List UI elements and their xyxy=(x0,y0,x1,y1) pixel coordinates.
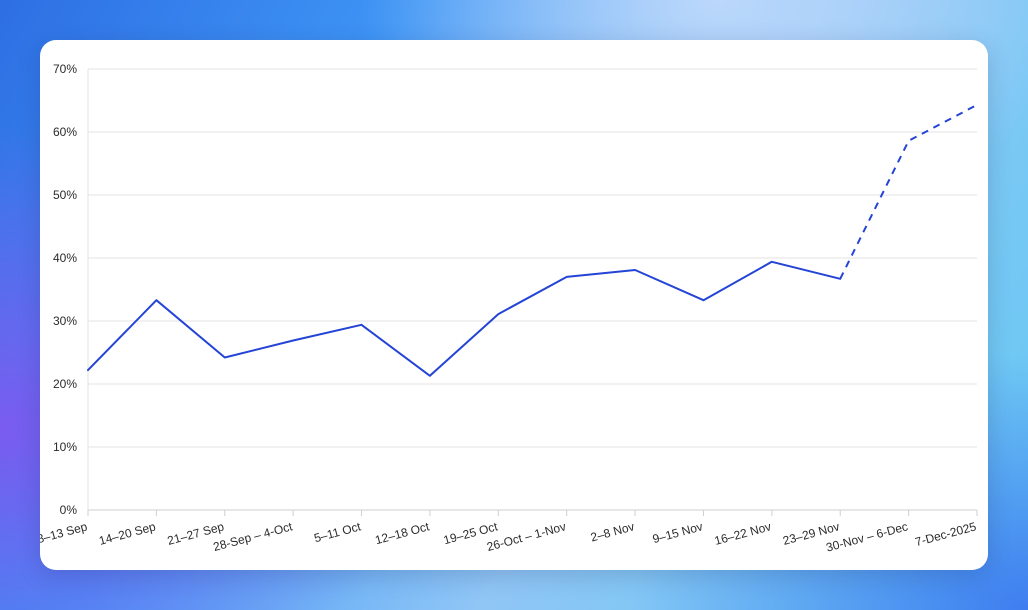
x-tick-label: 12–18 Oct xyxy=(374,519,432,547)
y-tick-label: 10% xyxy=(53,440,77,454)
data-point[interactable] xyxy=(837,276,843,282)
gridlines xyxy=(88,68,977,511)
line-chart: 0% 10% 20% 30% 40% 50% 60% 70% 8–13 Sep 14–20 Se… xyxy=(40,62,980,555)
data-point[interactable] xyxy=(906,138,912,144)
y-tick-label: 60% xyxy=(53,125,77,139)
x-tick-label: 16–22 Nov xyxy=(713,519,773,548)
y-tick-label: 40% xyxy=(53,251,77,265)
x-tick-label: 8–13 Sep xyxy=(40,519,89,546)
y-tick-label: 70% xyxy=(53,62,77,76)
y-tick-label: 0% xyxy=(60,503,78,517)
chart-card: 0% 10% 20% 30% 40% 50% 60% 70% 8–13 Sep 14–20 Se… xyxy=(40,40,988,570)
x-tick-label: 7-Dec-2025 xyxy=(914,519,979,549)
x-tick-label: 26-Oct – 1-Nov xyxy=(485,519,567,554)
data-point[interactable] xyxy=(222,355,228,361)
data-point[interactable] xyxy=(359,322,365,328)
y-tick-label: 20% xyxy=(53,377,77,391)
data-point[interactable] xyxy=(290,338,296,344)
x-tick-label: 28-Sep – 4-Oct xyxy=(212,519,295,554)
data-point[interactable] xyxy=(974,102,980,108)
data-point[interactable] xyxy=(700,297,706,303)
data-point[interactable] xyxy=(769,259,775,265)
x-tick-label: 5–11 Oct xyxy=(313,519,363,545)
data-point[interactable] xyxy=(427,373,433,379)
y-tick-label: 50% xyxy=(53,188,77,202)
data-point[interactable] xyxy=(85,367,91,373)
x-tick-label: 9–15 Nov xyxy=(651,519,704,546)
series-line-projected xyxy=(839,104,978,280)
data-point[interactable] xyxy=(153,297,159,303)
data-point[interactable] xyxy=(632,267,638,273)
data-point[interactable] xyxy=(564,274,570,280)
x-tick-label: 14–20 Sep xyxy=(97,519,157,548)
y-tick-label: 30% xyxy=(53,314,77,328)
series-line xyxy=(85,102,980,379)
x-tick-label: 2–8 Nov xyxy=(589,519,636,544)
y-axis: 0% 10% 20% 30% 40% 50% 60% 70% xyxy=(53,62,89,517)
data-point[interactable] xyxy=(495,311,501,317)
series-line-actual xyxy=(87,260,842,377)
